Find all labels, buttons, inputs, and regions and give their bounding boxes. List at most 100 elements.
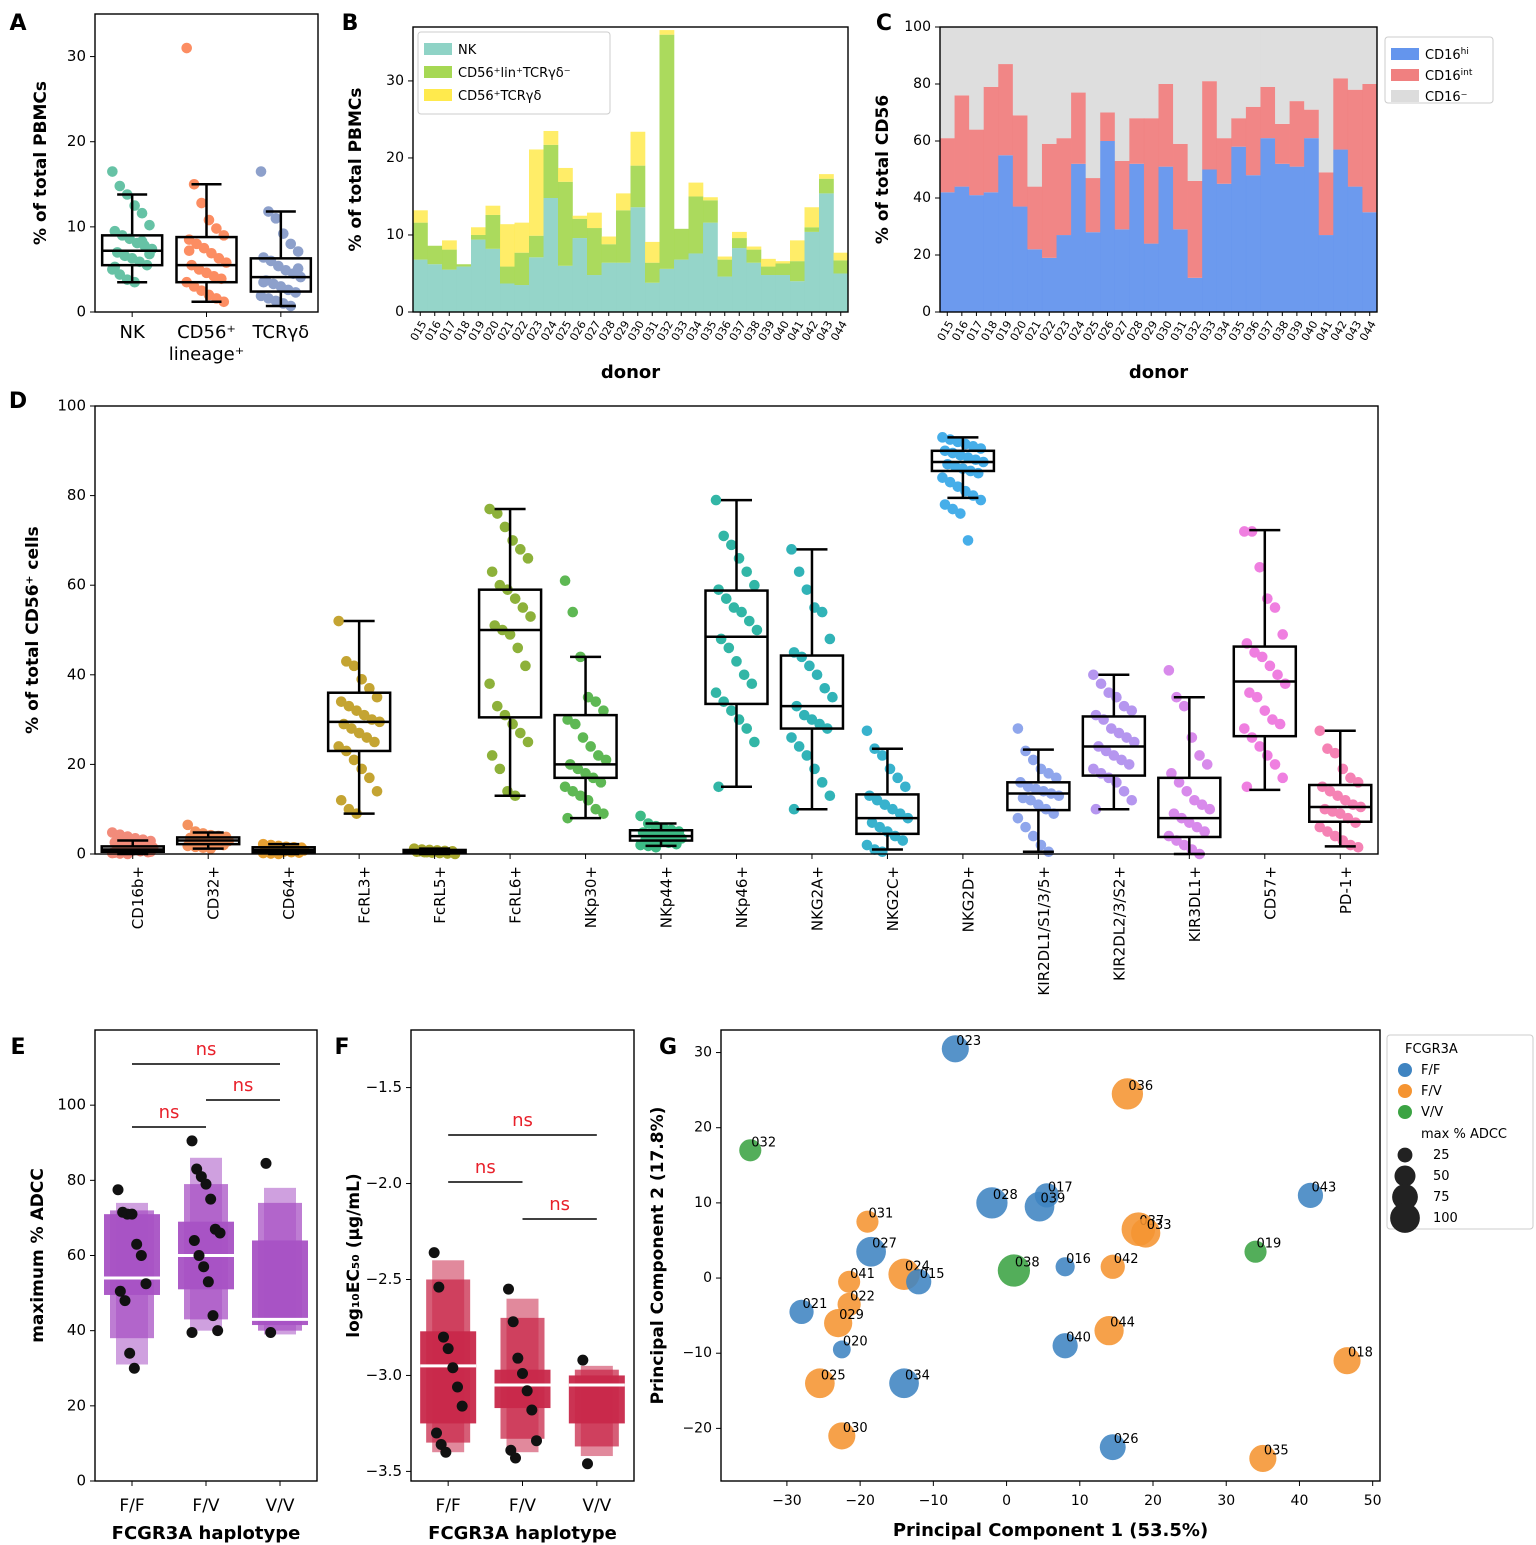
data-point [515,727,526,739]
data-point [1254,561,1265,573]
data-point [484,503,495,515]
x-tick-label: 30 [1217,1493,1235,1509]
bar-segment [804,231,820,312]
scatter-point [1100,1254,1125,1279]
data-point [512,642,524,654]
data-point [1329,747,1341,759]
data-point [509,593,521,604]
y-tick-label: 60 [67,1246,86,1264]
data-point [1173,777,1185,788]
box [779,654,845,730]
x-tick-label: KIR2DL2/3/S2+ [1110,866,1128,981]
panel-letter-f: F [334,1035,349,1060]
data-point [1027,830,1039,842]
data-point [816,606,828,618]
bar-segment [1289,27,1305,102]
data-point [348,660,360,672]
y-tick-label: 20 [386,150,404,166]
data-point [109,261,121,273]
bar-segment [500,283,515,312]
data-point [972,467,984,479]
point-label: 041 [850,1267,875,1282]
data-point [824,790,836,802]
data-point [107,166,118,177]
x-tick-label: FcRL6+ [507,866,525,924]
data-point [1168,808,1180,819]
data-point [183,245,195,256]
x-tick-label: −30 [772,1493,802,1509]
panel-a-chart: 0 10 20 30 NK CD56⁺lineage⁺ TCRγδ % of total PB… [31,13,319,365]
data-point [710,494,722,506]
data-point [736,606,747,618]
scatter-point [838,1270,861,1293]
box [704,589,769,706]
data-point [335,696,347,707]
data-point [124,1347,136,1359]
data-point [892,772,903,784]
box [1232,645,1298,738]
bar-segment [616,210,631,263]
x-tick-label: F/V [192,1496,220,1516]
data-point [590,803,602,815]
point-label: 038 [1015,1256,1040,1271]
legend-label: F/V [1421,1084,1442,1099]
data-point [559,575,571,587]
bar-segment [1173,27,1188,144]
bar-segment [833,273,849,312]
data-point [804,660,815,672]
data-point [741,566,753,578]
data-point [131,1238,143,1250]
legend-label: F/F [1421,1063,1440,1078]
significance-label: ns [512,1110,533,1131]
data-point [494,579,506,591]
bar-segment [1275,123,1290,164]
bar-segment [1158,27,1174,84]
data-point [1196,799,1208,811]
bar-segment [587,275,602,312]
bar-segment [790,261,805,282]
plot-frame [94,405,1379,855]
bar-segment [1202,27,1218,82]
point-label: 044 [1110,1316,1135,1331]
data-point [635,839,646,851]
bar-segment [969,129,984,196]
bar-segment [616,193,631,211]
box-group-6: NKp30+ [553,575,618,928]
y-tick-label: 100 [57,1096,86,1114]
scatter-point [889,1368,919,1399]
bar-segment [572,215,588,219]
x-tick-label: 20 [1144,1493,1162,1509]
data-point [196,197,207,209]
data-point [371,785,383,797]
data-point [1204,803,1216,815]
significance-label: ns [475,1157,496,1178]
data-point [819,682,831,694]
data-point [428,1247,440,1259]
bar-segment [471,227,486,235]
legend-swatch [1391,69,1419,81]
bar-segment [954,27,970,96]
point-label: 025 [821,1368,846,1383]
bar-segment [1114,229,1130,312]
bar-segment [514,252,530,286]
box-group-15: CD57+ [1232,526,1298,920]
point-label: 023 [956,1034,981,1049]
data-point [1123,759,1135,770]
data-point [590,696,602,707]
data-point [1191,821,1203,833]
box-group-10: NKG2C+ [855,725,920,931]
data-point [811,669,823,681]
data-point [723,642,735,654]
x-tick-label: TCRγδ [251,322,309,343]
y-tick-label: 0 [76,303,86,321]
data-point [128,1362,140,1374]
y-tick-label: 20 [694,1120,712,1136]
data-point [1329,830,1341,842]
x-tick-label: KIR3DL1+ [1186,866,1204,942]
panel-letter-g: G [659,1035,677,1060]
data-point [510,1452,521,1464]
bar-segment [804,227,820,232]
y-axis-label: % of total PBMCs [31,81,51,245]
letter-value-group-2: V/V [252,1157,308,1516]
